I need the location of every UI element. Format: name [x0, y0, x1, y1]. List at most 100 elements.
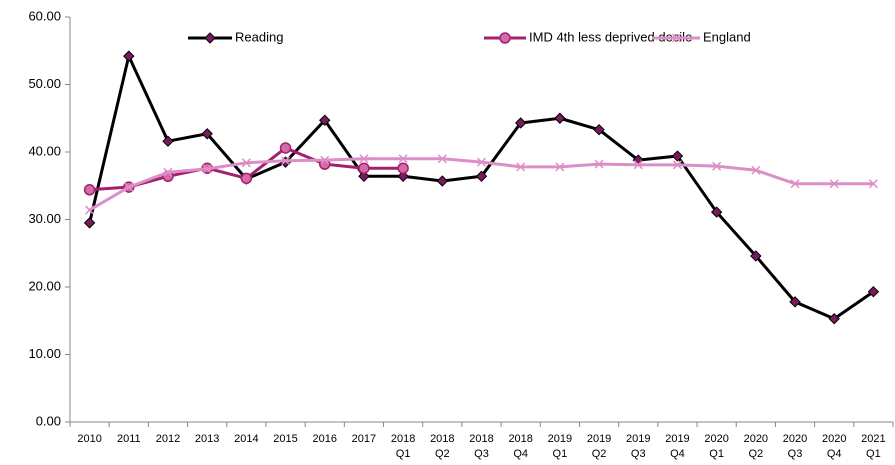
marker	[671, 150, 684, 162]
legend-label: IMD 4th less deprived decile	[529, 29, 692, 44]
marker	[162, 135, 174, 147]
x-tick-label-line: 2018	[430, 433, 454, 445]
x-tick-label-line: Q3	[631, 448, 646, 460]
x-tick-label: 2020 Q2	[744, 433, 768, 460]
x-tick-label-line: 2019	[548, 433, 572, 445]
marker	[202, 164, 212, 174]
marker	[83, 217, 96, 229]
legend-label: England	[703, 29, 751, 44]
x-tick-label-line: 2018	[469, 433, 493, 445]
marker	[750, 250, 762, 262]
marker	[712, 161, 722, 171]
marker	[633, 160, 643, 170]
x-tick-label-line: 2020	[822, 433, 846, 445]
x-tick-label-line: Q3	[788, 448, 803, 460]
marker	[555, 162, 565, 172]
marker	[868, 179, 878, 189]
marker	[554, 112, 566, 124]
x-tick-label: 2017	[352, 433, 376, 445]
x-tick-label-line: Q1	[866, 448, 881, 460]
marker	[319, 114, 331, 126]
x-tick-label-line: 2020	[704, 433, 728, 445]
marker	[437, 154, 447, 164]
marker	[751, 165, 761, 175]
x-tick-label-line: 2010	[77, 433, 101, 445]
marker	[123, 50, 135, 62]
marker	[397, 170, 409, 183]
marker	[281, 156, 291, 166]
y-tick-label: 20.00	[28, 278, 61, 293]
x-tick-label-line: 2011	[117, 433, 141, 445]
x-tick-label-line: 2020	[783, 433, 807, 445]
marker	[828, 313, 840, 325]
x-tick-label-line: 2015	[273, 433, 297, 445]
marker	[163, 167, 173, 177]
x-tick-label-line: Q3	[474, 448, 489, 460]
x-tick-label-line: 2018	[508, 433, 532, 445]
x-tick-label: 2016	[312, 433, 336, 445]
marker	[397, 162, 409, 174]
x-tick-label-line: 2012	[156, 433, 180, 445]
x-tick-label-line: 2020	[744, 433, 768, 445]
x-tick-label-line: Q1	[553, 448, 568, 460]
marker	[476, 157, 487, 167]
x-tick-label: 2019 Q4	[665, 433, 689, 460]
x-tick-label: 2019 Q2	[587, 433, 611, 460]
x-tick-label: 2020 Q4	[822, 433, 846, 460]
marker	[358, 162, 370, 174]
marker	[279, 142, 292, 154]
x-tick-label-line: Q4	[827, 448, 842, 460]
marker	[514, 117, 527, 129]
x-tick-label: 2021 Q1	[861, 433, 885, 460]
y-tick-label: 60.00	[28, 8, 61, 23]
y-tick-label: 30.00	[28, 211, 61, 226]
marker	[593, 124, 605, 136]
x-tick-label-line: Q2	[592, 448, 607, 460]
x-tick-label-line: Q4	[513, 448, 528, 460]
x-tick-label: 2018 Q2	[430, 433, 454, 460]
marker	[240, 172, 253, 185]
marker	[710, 206, 723, 218]
x-tick-label-line: 2014	[234, 433, 258, 445]
x-tick-label-line: 2017	[352, 433, 376, 445]
x-tick-label-line: 2018	[391, 433, 415, 445]
marker	[83, 184, 96, 196]
marker	[398, 154, 408, 164]
x-tick-label: 2012	[156, 433, 180, 445]
marker	[201, 128, 213, 140]
marker	[829, 179, 839, 189]
marker	[789, 296, 801, 308]
legend-label: Reading	[235, 29, 283, 44]
y-tick-label: 0.00	[36, 413, 61, 428]
x-tick-label-line: Q1	[709, 448, 724, 460]
x-tick-label: 2018 Q3	[469, 433, 493, 460]
marker	[320, 155, 330, 165]
x-tick-label: 2011	[117, 433, 141, 445]
marker	[124, 182, 134, 192]
marker	[594, 159, 604, 169]
x-tick-label-line: Q2	[748, 448, 763, 460]
marker	[475, 170, 488, 183]
marker	[85, 205, 95, 215]
marker	[516, 162, 526, 172]
marker	[867, 286, 880, 298]
x-tick-label-line: 2019	[665, 433, 689, 445]
x-tick-label-line: Q1	[396, 448, 411, 460]
y-tick-label: 10.00	[28, 346, 61, 361]
x-tick-label: 2014	[234, 433, 258, 445]
x-tick-label: 2019 Q1	[548, 433, 572, 460]
x-tick-label: 2020 Q1	[704, 433, 728, 460]
marker	[241, 158, 251, 168]
x-tick-label-line: 2021	[861, 433, 885, 445]
legend-marker	[499, 32, 511, 44]
y-tick-label: 40.00	[28, 143, 61, 158]
marker	[790, 179, 800, 189]
x-tick-label: 2013	[195, 433, 219, 445]
x-tick-label: 2020 Q3	[783, 433, 807, 460]
x-tick-label-line: Q2	[435, 448, 450, 460]
marker	[672, 160, 682, 170]
x-tick-label-line: Q4	[670, 448, 685, 460]
series-line	[88, 54, 875, 321]
marker	[436, 175, 449, 187]
